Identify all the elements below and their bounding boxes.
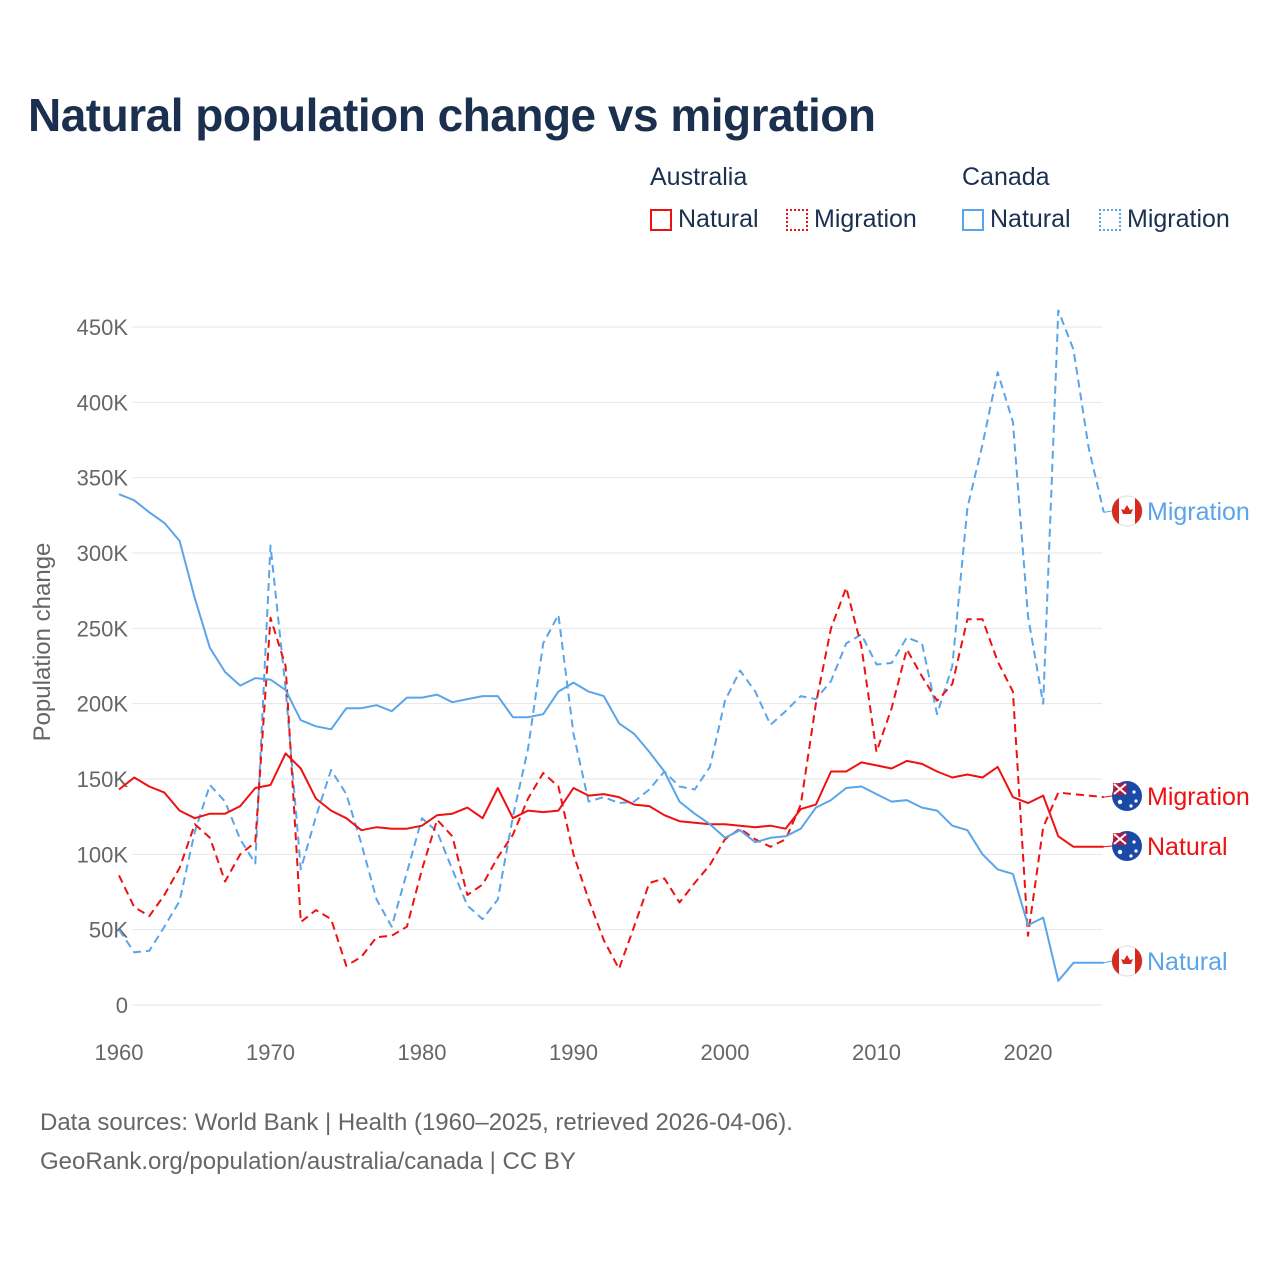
label-connector [1103,845,1113,848]
legend-label: Natural [990,205,1071,233]
y-tick-label: 200K [77,692,129,717]
legend-swatch-solid [650,208,672,231]
legend-swatch-solid [962,208,984,231]
australia-flag-icon [1112,781,1142,811]
y-tick-label: 400K [77,390,129,415]
label-connector [1103,960,1113,964]
x-tick-label: 2000 [701,1040,750,1065]
y-tick-label: 300K [77,541,129,566]
footer-sources: Data sources: World Bank | Health (1960–… [40,1109,793,1136]
x-tick-label: 1970 [246,1040,295,1065]
canada-flag-icon [1111,945,1143,977]
y-tick-label: 350K [77,466,129,491]
y-tick-label: 50K [89,918,128,943]
legend-australia-migration[interactable]: Migration [786,205,917,234]
x-tick-label: 1980 [398,1040,447,1065]
x-tick-label: 2020 [1004,1040,1053,1065]
series-end-label: Natural [1147,948,1228,976]
series-line-canada-natural[interactable] [118,493,1104,982]
legend-label: Migration [814,205,917,233]
x-tick-label: 2010 [852,1040,901,1065]
label-connector [1103,795,1113,798]
chart-title: Natural population change vs migration [28,89,876,141]
y-tick-label: 0 [116,993,128,1018]
legend-canada-natural[interactable]: Natural [962,205,1071,234]
x-tick-label: 1990 [549,1040,598,1065]
footer-link[interactable]: GeoRank.org/population/australia/canada … [40,1148,576,1175]
legend-swatch-dotted [1099,208,1121,231]
x-tick-label: 1960 [95,1040,144,1065]
series-end-label: Natural [1147,833,1228,861]
label-connector [1103,510,1113,513]
y-tick-label: 250K [77,616,129,641]
y-tick-label: 450K [77,315,129,340]
australia-flag-icon [1112,831,1142,861]
legend-label: Natural [678,205,759,233]
series-line-canada-migration[interactable] [118,309,1105,954]
legend-swatch-dotted [786,208,808,231]
series-end-label: Migration [1147,783,1250,811]
series-line-australia-natural[interactable] [118,752,1104,848]
legend-label: Migration [1127,205,1230,233]
y-axis-label: Population change [29,543,56,742]
series-end-label: Migration [1147,498,1250,526]
legend-canada-migration[interactable]: Migration [1099,205,1230,234]
canada-flag-icon [1111,495,1143,527]
legend-australia-natural[interactable]: Natural [650,205,759,234]
legend-group-canada: Canada [962,163,1050,191]
series-line-australia-migration[interactable] [118,586,1104,970]
legend-group-australia: Australia [650,163,748,191]
y-tick-label: 100K [77,842,129,867]
